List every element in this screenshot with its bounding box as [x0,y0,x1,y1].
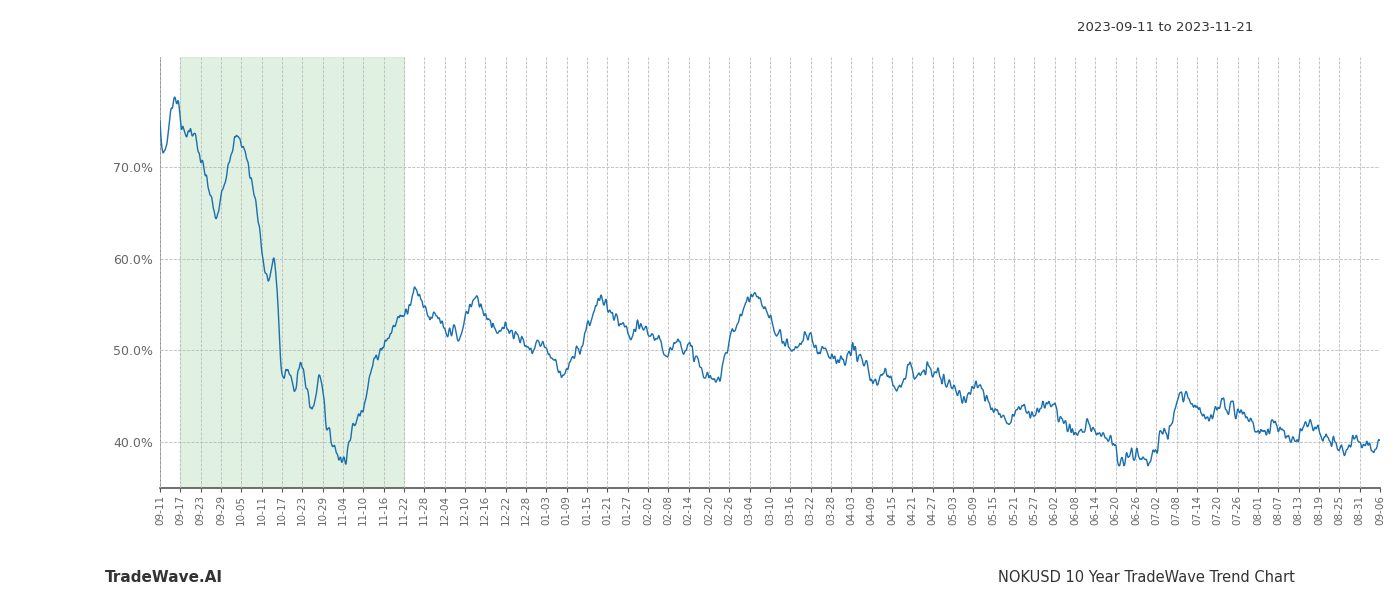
Text: NOKUSD 10 Year TradeWave Trend Chart: NOKUSD 10 Year TradeWave Trend Chart [998,570,1295,585]
Text: 2023-09-11 to 2023-11-21: 2023-09-11 to 2023-11-21 [1077,21,1253,34]
Bar [181,57,405,488]
Text: TradeWave.AI: TradeWave.AI [105,570,223,585]
